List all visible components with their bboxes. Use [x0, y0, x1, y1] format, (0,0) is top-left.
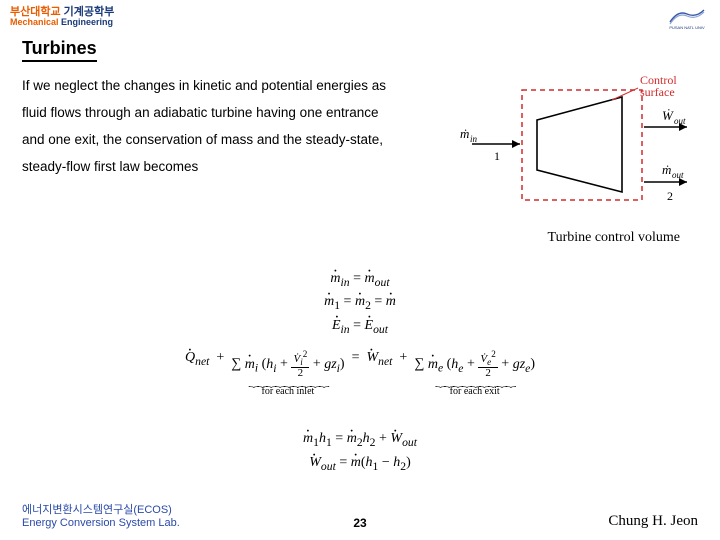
- diagram-caption: Turbine control volume: [548, 230, 680, 246]
- eq-ein-eout: Ein = Eout: [0, 315, 720, 338]
- svg-text:ṁ: ṁ: [460, 126, 469, 141]
- brace-label-inlet: for each inlet: [231, 386, 344, 397]
- eq-m1-m2: m1 = m2 = m: [0, 291, 720, 314]
- svg-text:Ẇ: Ẇ: [662, 108, 674, 123]
- equation-block-mass: min = mout m1 = m2 = m Ein = Eout: [0, 268, 720, 338]
- svg-text:surface: surface: [640, 85, 675, 99]
- svg-text:in: in: [470, 134, 478, 144]
- eq-result-1: m1h1 = m2h2 + Wout: [0, 428, 720, 452]
- svg-text:1: 1: [494, 149, 500, 163]
- svg-text:2: 2: [667, 189, 673, 203]
- body-paragraph: If we neglect the changes in kinetic and…: [22, 72, 402, 180]
- header-english: Mechanical Engineering: [10, 18, 114, 27]
- underbrace-exit: ∑ me (he + V̇e22 + gze) ⏟⏟⏟⏟⏟⏟⏟⏟⏟ for ea…: [414, 350, 535, 397]
- underbrace-inlet: ∑ mi (hi + V̇i22 + gzi) ⏟⏟⏟⏟⏟⏟⏟⏟⏟ for ea…: [231, 350, 344, 397]
- footer-lab: 에너지변환시스템연구실(ECOS) Energy Conversion Syst…: [22, 504, 180, 530]
- footer-lab-ko: 에너지변환시스템연구실(ECOS): [22, 504, 180, 517]
- equation-block-energy: Qnet + ∑ mi (hi + V̇i22 + gzi) ⏟⏟⏟⏟⏟⏟⏟⏟⏟…: [0, 350, 720, 397]
- turbine-diagram: Control surface ṁ in 1 Ẇ out ṁ out 2: [452, 72, 702, 227]
- university-logo: PUSAN NATL UNIV: [664, 4, 710, 30]
- slide-header: 부산대학교 기계공학부 Mechanical Engineering PUSAN…: [10, 2, 710, 32]
- brace-label-exit: for each exit: [414, 386, 535, 397]
- hdr-en-left: Mechanical: [10, 17, 59, 27]
- svg-text:ṁ: ṁ: [662, 162, 671, 177]
- slide-footer: 에너지변환시스템연구실(ECOS) Energy Conversion Syst…: [22, 504, 698, 530]
- header-left: 부산대학교 기계공학부 Mechanical Engineering: [10, 7, 114, 27]
- section-title: Turbines: [22, 38, 97, 62]
- hdr-en-right: Engineering: [61, 17, 113, 27]
- eq-result-2: Wout = m(h1 − h2): [0, 452, 720, 476]
- equation-block-result: m1h1 = m2h2 + Wout Wout = m(h1 − h2): [0, 428, 720, 477]
- svg-text:out: out: [674, 116, 686, 126]
- footer-lab-en: Energy Conversion System Lab.: [22, 517, 180, 530]
- svg-text:PUSAN NATL UNIV: PUSAN NATL UNIV: [669, 25, 705, 30]
- svg-text:out: out: [672, 170, 684, 180]
- page-number: 23: [353, 516, 366, 530]
- author-name: Chung H. Jeon: [608, 513, 698, 530]
